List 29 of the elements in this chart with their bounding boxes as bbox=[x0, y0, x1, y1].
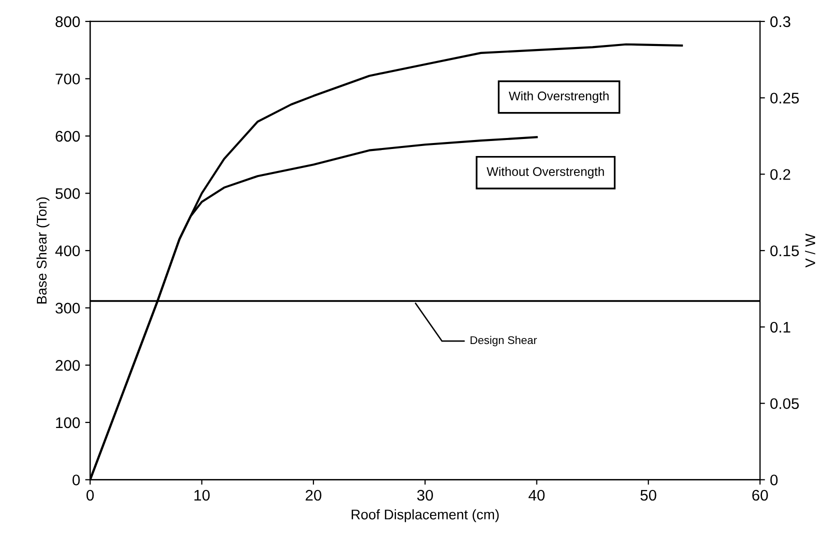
y2-tick-label: 0 bbox=[770, 474, 778, 486]
x-tick-label: 0 bbox=[86, 490, 94, 501]
text: With Overstrength bbox=[508, 91, 609, 103]
y-tick-label: 0 bbox=[72, 474, 80, 486]
x-tick-label: 10 bbox=[194, 490, 210, 501]
ref-line-label: Design Shear bbox=[470, 336, 537, 346]
y2-axis-title: V / W bbox=[805, 234, 816, 268]
y2-tick-label: 0.2 bbox=[770, 169, 790, 180]
y-tick-label: 600 bbox=[56, 130, 80, 142]
y-tick-label: 800 bbox=[56, 16, 80, 28]
y-tick-label: 500 bbox=[56, 188, 80, 199]
y-tick-label: 200 bbox=[56, 360, 80, 371]
y-tick-label: 100 bbox=[56, 417, 80, 428]
y-tick-label: 700 bbox=[56, 74, 80, 84]
y2-tick-label: 0.1 bbox=[770, 322, 790, 333]
y-tick-label: 400 bbox=[55, 245, 80, 256]
text: Without Overstrength bbox=[486, 166, 604, 178]
x-tick-label: 20 bbox=[306, 490, 322, 501]
x-tick-label: 40 bbox=[528, 490, 545, 501]
y-axis-title: Base Shear (Ton) bbox=[36, 197, 50, 304]
y2-tick-label: 0.15 bbox=[770, 245, 799, 256]
y2-tick-label: 0.3 bbox=[770, 16, 790, 28]
x-tick-label: 50 bbox=[640, 490, 656, 501]
y-tick-label: 300 bbox=[56, 302, 80, 314]
x-tick-label: 60 bbox=[752, 490, 768, 501]
y2-tick-label: 0.05 bbox=[770, 398, 799, 410]
y2-tick-label: 0.25 bbox=[770, 92, 799, 104]
x-axis-title: Roof Displacement (cm) bbox=[352, 509, 499, 522]
x-tick-label: 30 bbox=[417, 490, 433, 501]
